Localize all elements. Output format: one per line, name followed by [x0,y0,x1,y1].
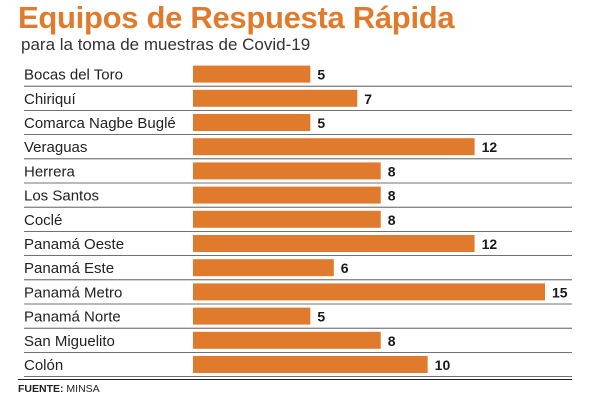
bar [193,331,381,349]
data-label: 12 [482,139,498,155]
source-value: MINSA [66,383,100,395]
category-label: Bocas del Toro [24,67,123,84]
chart-title: Equipos de Respuesta Rápida [18,0,455,35]
data-label: 8 [388,212,396,228]
data-label: 8 [388,188,396,204]
source-note: FUENTE: MINSA [18,383,100,395]
category-label: Herrera [24,163,76,180]
bar [193,307,311,325]
bar [193,89,358,107]
bar [193,162,381,180]
category-label: Coclé [24,212,62,229]
source-label: FUENTE: [18,383,64,395]
data-label: 6 [341,260,349,276]
bar [193,283,545,301]
category-label: Panamá Metro [24,284,122,301]
data-label: 7 [364,91,372,107]
bar [193,259,334,277]
bar [193,210,381,228]
bar-chart: Bocas del Toro 5 Chiriquí 7 Comarca Nagbe Bu… [18,65,572,380]
bar [193,114,311,131]
bar [193,65,311,83]
data-label: 8 [388,163,396,179]
bar [193,138,475,156]
data-label: 10 [435,357,451,373]
data-label: 8 [388,333,396,349]
data-label: 5 [317,67,325,83]
bar [193,356,428,373]
category-label: San Miguelito [24,333,115,350]
category-label: Panamá Oeste [24,236,124,253]
data-label: 15 [552,284,568,300]
bar [193,186,381,204]
data-label: 5 [317,309,325,325]
category-label: Chiriquí [24,91,77,108]
category-label: Colón [24,357,63,374]
category-label: Los Santos [24,188,99,205]
category-label: Panamá Este [24,260,114,277]
category-label: Panamá Norte [24,309,121,326]
data-label: 5 [317,115,325,131]
bar [193,235,475,252]
chart-subtitle: para la toma de muestras de Covid-19 [21,35,311,54]
category-label: Veraguas [24,139,87,156]
category-label: Comarca Nagbe Buglé [24,115,176,132]
data-label: 12 [482,236,498,252]
